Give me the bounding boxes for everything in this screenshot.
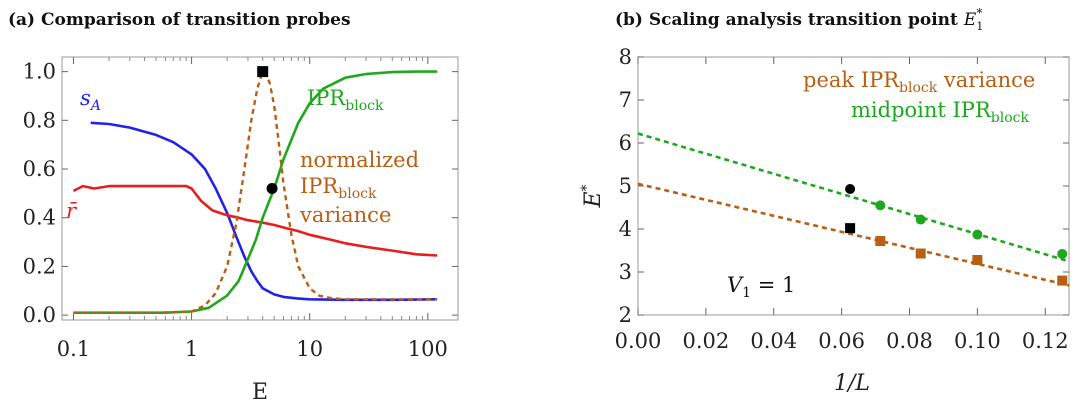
series-ipr-variance bbox=[73, 70, 438, 314]
panel-b-y-axis-label-sup: * bbox=[579, 184, 595, 191]
label-s-a-main: s bbox=[80, 86, 91, 110]
panel-b-x-axis-label: 1/L bbox=[834, 371, 870, 396]
panel-b-y-ticks: 2 3 4 5 6 7 8 bbox=[619, 45, 1069, 327]
y-tick-label: 5 bbox=[619, 174, 632, 198]
marker-square bbox=[845, 223, 856, 234]
point-peak-variance bbox=[972, 254, 983, 265]
y-tick-label: 0.6 bbox=[23, 157, 56, 181]
panel-b-points bbox=[875, 200, 1068, 286]
label-variance-line2: IPRblock bbox=[300, 174, 377, 202]
annotation-v1-sub: 1 bbox=[742, 285, 751, 301]
label-variance-line1: normalized bbox=[300, 148, 419, 172]
label-ipr-block: IPRblock bbox=[307, 86, 384, 114]
marker-square bbox=[257, 66, 269, 78]
x-tick-label: 0.04 bbox=[750, 329, 797, 353]
panel-a-y-ticks: 0.0 0.2 0.4 0.6 0.8 1.0 bbox=[23, 60, 458, 327]
legend-peak-variance: peak IPRblock variance bbox=[803, 68, 1035, 96]
x-tick-label: 0.12 bbox=[1022, 329, 1069, 353]
x-tick-label: 0.06 bbox=[818, 329, 865, 353]
y-tick-label: 7 bbox=[619, 88, 632, 112]
point-midpoint bbox=[915, 214, 926, 225]
y-tick-label: 0.2 bbox=[23, 254, 56, 278]
legend-midpoint: midpoint IPRblock bbox=[851, 98, 1029, 126]
y-tick-label: 3 bbox=[619, 260, 632, 284]
y-tick-label: 0.4 bbox=[23, 206, 56, 230]
panel-b-fit-lines bbox=[637, 132, 1070, 287]
panel-a: (a) Comparison of transition probes 0.00… bbox=[8, 10, 459, 403]
x-tick-label: 10 bbox=[296, 337, 323, 361]
panel-b-x-ticks: 0.00 0.02 0.04 0.06 0.08 0.10 0.12 bbox=[615, 57, 1069, 353]
y-tick-label: 2 bbox=[619, 303, 632, 327]
legend-midpoint-sub: block bbox=[991, 110, 1030, 126]
panel-b-markers bbox=[845, 184, 856, 234]
y-tick-label: 1.0 bbox=[23, 60, 56, 84]
annotation-v1-tail: = 1 bbox=[751, 273, 795, 297]
series-s-a bbox=[90, 121, 438, 302]
y-tick-label: 6 bbox=[619, 131, 632, 155]
label-s-a-sub: A bbox=[89, 98, 101, 114]
legend-midpoint-main: midpoint IPR bbox=[851, 98, 992, 122]
y-tick-label: 4 bbox=[619, 217, 632, 241]
panel-b-title-symbol-sup: * bbox=[976, 6, 982, 20]
legend-peak-variance-tail: variance bbox=[937, 68, 1035, 92]
y-tick-label: 0.8 bbox=[23, 108, 56, 132]
point-peak-variance bbox=[915, 248, 926, 259]
x-tick-label: 0.08 bbox=[886, 329, 933, 353]
panel-a-title: (a) Comparison of transition probes bbox=[8, 10, 351, 30]
point-midpoint bbox=[1057, 248, 1068, 259]
label-ipr-block-main: IPR bbox=[307, 86, 346, 110]
panel-a-markers bbox=[257, 66, 278, 194]
label-r-bar: r̄ bbox=[66, 199, 78, 223]
point-midpoint bbox=[875, 200, 886, 211]
y-tick-label: 0.0 bbox=[23, 303, 56, 327]
x-tick-label: 100 bbox=[408, 337, 448, 361]
label-variance-ipr: IPR bbox=[300, 174, 339, 198]
panel-b-title-symbol: E bbox=[963, 10, 977, 30]
point-midpoint bbox=[972, 229, 983, 240]
x-tick-label: 0.1 bbox=[57, 337, 90, 361]
label-variance-sub: block bbox=[338, 186, 377, 202]
fit-line-midpoint bbox=[637, 132, 1070, 263]
label-ipr-block-sub: block bbox=[345, 98, 384, 114]
annotation-v1-main: V bbox=[727, 273, 744, 297]
marker-circle bbox=[266, 183, 278, 194]
label-s-a: sA bbox=[80, 86, 101, 114]
panel-b: (b) Scaling analysis transition point E1*… bbox=[579, 6, 1070, 396]
x-tick-label: 1 bbox=[185, 337, 198, 361]
point-peak-variance bbox=[1057, 275, 1068, 286]
x-tick-label: 0.00 bbox=[615, 329, 662, 353]
panel-b-y-axis-label-main: E bbox=[581, 191, 606, 208]
annotation-v1: V1 = 1 bbox=[727, 273, 795, 301]
legend-peak-variance-sub: block bbox=[899, 80, 938, 96]
panel-b-title-symbol-sub: 1 bbox=[976, 20, 983, 33]
panel-a-frame bbox=[61, 56, 459, 321]
panel-b-y-axis-label: E* bbox=[579, 184, 606, 208]
panel-a-x-ticks: 0.1 1 10 100 bbox=[57, 57, 448, 361]
fit-line-peak-variance bbox=[637, 182, 1070, 287]
series-r-bar bbox=[72, 184, 438, 257]
y-tick-label: 8 bbox=[619, 45, 632, 69]
point-peak-variance bbox=[875, 236, 886, 247]
panel-b-title: (b) Scaling analysis transition point E1* bbox=[615, 6, 983, 33]
panel-b-title-text: (b) Scaling analysis transition point bbox=[615, 10, 958, 30]
x-tick-label: 0.02 bbox=[682, 329, 729, 353]
marker-circle bbox=[845, 184, 856, 195]
x-tick-label: 0.10 bbox=[954, 329, 1001, 353]
label-variance-line3: variance bbox=[299, 203, 391, 227]
panel-a-x-axis-label: E bbox=[252, 380, 268, 403]
legend-peak-variance-main: peak IPR bbox=[803, 68, 900, 92]
